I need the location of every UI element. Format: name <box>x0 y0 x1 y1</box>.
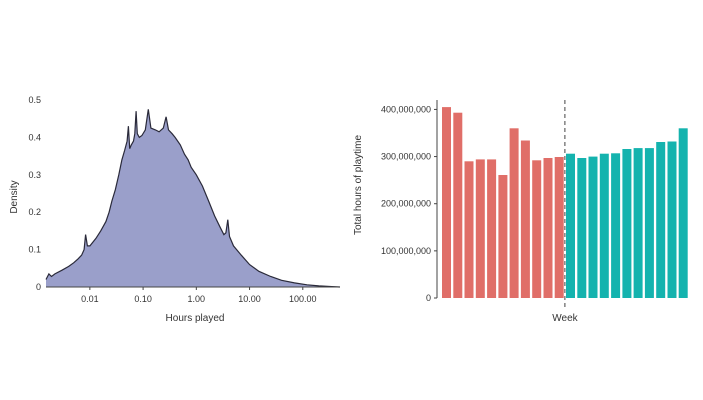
density-y-tick-label: 0.2 <box>28 207 41 217</box>
bar-y-tick-label: 400,000,000 <box>381 104 431 114</box>
bar-x-axis-label: Week <box>552 313 578 324</box>
bar-before-divider <box>509 128 519 298</box>
bar-after-divider <box>588 156 598 298</box>
density-area <box>46 109 340 287</box>
density-chart: 0.01 0.10 1.00 10.00 100.00 0 0.1 0.2 0.3 0.4 0.5… <box>9 95 341 324</box>
bar-y-ticks: 0 100,000,000 200,000,000 300,000,000 400,00… <box>381 104 437 303</box>
density-y-ticks: 0 0.1 0.2 0.3 0.4 0.5 <box>28 95 41 292</box>
bar-before-divider <box>532 160 542 298</box>
density-x-tick-label: 0.01 <box>81 294 99 304</box>
bar-before-divider <box>475 159 485 298</box>
density-y-tick-label: 0 <box>36 282 41 292</box>
bar-after-divider <box>622 149 632 298</box>
bar-before-divider <box>543 158 553 298</box>
density-y-axis-label: Density <box>9 180 20 213</box>
bar-before-divider <box>498 175 508 298</box>
density-y-tick-label: 0.3 <box>28 170 41 180</box>
density-x-tick-label: 0.10 <box>134 294 152 304</box>
bar-y-tick-label: 100,000,000 <box>381 246 431 256</box>
density-y-tick-label: 0.5 <box>28 95 41 105</box>
density-y-tick-label: 0.1 <box>28 245 41 255</box>
bar-after-divider <box>678 128 688 298</box>
density-x-tick-label: 10.00 <box>238 294 261 304</box>
bar-before-divider <box>453 112 463 298</box>
density-y-tick-label: 0.4 <box>28 132 41 142</box>
density-outline <box>45 109 341 288</box>
bar-before-divider <box>442 107 451 298</box>
bar-before-divider <box>554 157 564 298</box>
density-x-tick-label: 1.00 <box>188 294 206 304</box>
bars <box>442 107 688 298</box>
bar-y-tick-label: 200,000,000 <box>381 199 431 209</box>
bar-after-divider <box>644 148 654 298</box>
bar-before-divider <box>487 159 497 298</box>
bar-after-divider <box>633 148 643 298</box>
playtime-bar-chart: 0 100,000,000 200,000,000 300,000,000 400,00… <box>353 100 688 324</box>
bar-after-divider <box>566 153 575 298</box>
bar-y-axis-label: Total hours of playtime <box>353 135 364 235</box>
bar-after-divider <box>656 142 666 298</box>
bar-before-divider <box>464 161 474 298</box>
bar-after-divider <box>611 153 621 298</box>
density-x-tick-label: 100.00 <box>289 294 317 304</box>
density-x-ticks: 0.01 0.10 1.00 10.00 100.00 <box>81 287 317 304</box>
bar-before-divider <box>520 140 530 298</box>
bar-y-tick-label: 300,000,000 <box>381 152 431 162</box>
bar-after-divider <box>599 153 609 298</box>
density-x-axis-label: Hours played <box>166 313 225 324</box>
bar-after-divider <box>667 141 677 298</box>
bar-after-divider <box>577 158 587 298</box>
bar-y-tick-label: 0 <box>426 293 431 303</box>
